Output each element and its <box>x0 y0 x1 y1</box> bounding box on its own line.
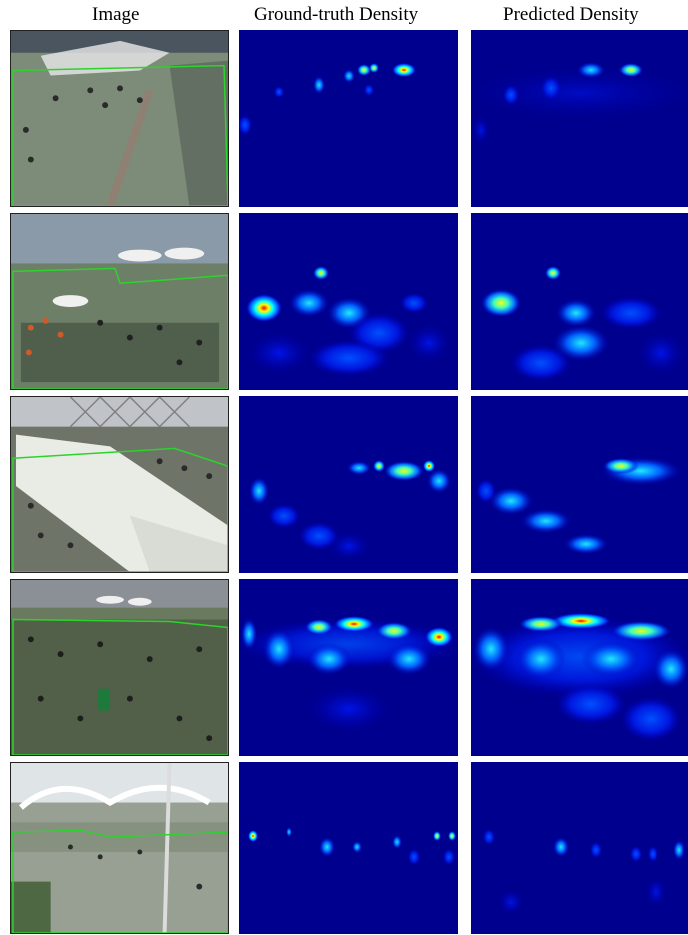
gt-density-row-2 <box>239 213 458 390</box>
scene-image-row-5 <box>10 762 229 934</box>
gt-density-row-1 <box>239 30 458 207</box>
header-image: Image <box>92 4 140 25</box>
predicted-density-row-4 <box>471 579 688 756</box>
scene-image-row-4 <box>10 579 229 756</box>
scene-image-row-3 <box>10 396 229 573</box>
header-ground-truth-density: Ground-truth Density <box>254 4 419 25</box>
gt-density-row-3 <box>239 396 458 573</box>
header-predicted-density: Predicted Density <box>503 4 639 25</box>
gt-density-row-4 <box>239 579 458 756</box>
predicted-density-row-3 <box>471 396 688 573</box>
gt-density-row-5 <box>239 762 458 934</box>
predicted-density-row-1 <box>471 30 688 207</box>
predicted-density-row-2 <box>471 213 688 390</box>
scene-image-row-1 <box>10 30 229 207</box>
scene-image-row-2 <box>10 213 229 390</box>
predicted-density-row-5 <box>471 762 688 934</box>
